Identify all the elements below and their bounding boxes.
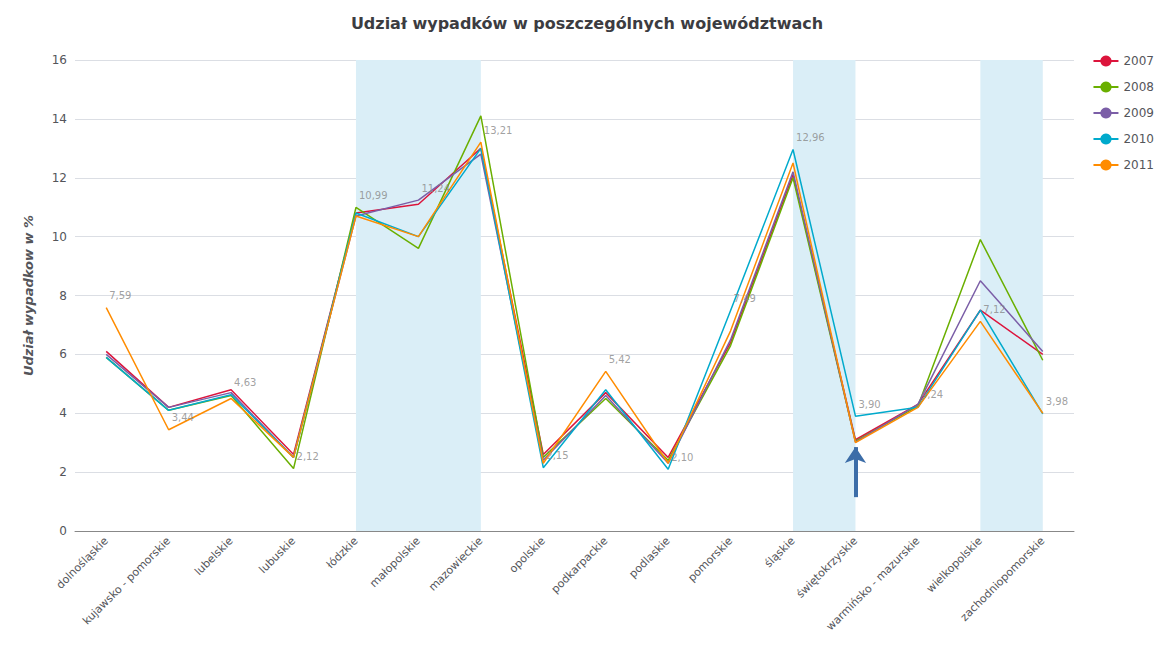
svg-text:2007: 2007 [1123,54,1154,68]
svg-text:11,24: 11,24 [421,183,450,194]
svg-text:lubelskie: lubelskie [192,534,236,578]
svg-text:12: 12 [52,171,67,185]
svg-text:kujawsko - pomorskie: kujawsko - pomorskie [80,534,173,627]
svg-text:4,24: 4,24 [921,389,943,400]
svg-text:małopolskie: małopolskie [367,534,423,590]
svg-text:Udział wypadkow w %: Udział wypadkow w % [21,215,36,376]
svg-text:10: 10 [52,230,67,244]
svg-text:wielkopolskie: wielkopolskie [924,534,985,595]
svg-text:lubuskie: lubuskie [257,534,299,576]
svg-text:2: 2 [59,465,67,479]
svg-text:2011: 2011 [1123,158,1154,172]
svg-text:2009: 2009 [1123,106,1154,120]
svg-text:pomorskie: pomorskie [685,534,735,584]
svg-text:4: 4 [59,406,67,420]
svg-text:3,98: 3,98 [1046,396,1068,407]
svg-text:3,44: 3,44 [172,412,194,423]
svg-text:5,42: 5,42 [609,354,631,365]
svg-text:3,90: 3,90 [858,399,880,410]
svg-text:dolnośląskie: dolnośląskie [54,534,111,591]
svg-text:2,15: 2,15 [546,450,568,461]
svg-text:13,21: 13,21 [484,125,513,136]
svg-text:6: 6 [59,347,67,361]
svg-text:zachodniopomorskie: zachodniopomorskie [958,534,1048,624]
svg-text:łódzkie: łódzkie [324,534,361,571]
svg-text:śląskie: śląskie [762,534,798,570]
svg-text:podkarpackie: podkarpackie [549,534,611,596]
svg-text:2,10: 2,10 [671,452,693,463]
svg-text:Udział wypadków w poszczególny: Udział wypadków w poszczególnych wojewód… [351,14,823,33]
svg-text:7,49: 7,49 [734,293,756,304]
svg-text:warmińsko - mazurskie: warmińsko - mazurskie [824,534,923,633]
svg-text:podlaskie: podlaskie [627,534,673,580]
svg-text:8: 8 [59,289,67,303]
svg-text:mazowieckie: mazowieckie [426,534,486,594]
svg-text:świętokrzyskie: świętokrzyskie [794,534,860,600]
svg-text:12,96: 12,96 [796,132,825,143]
svg-text:2010: 2010 [1123,132,1154,146]
svg-text:4,63: 4,63 [234,377,256,388]
svg-text:opolskie: opolskie [507,534,548,575]
svg-text:14: 14 [52,112,67,126]
svg-text:0: 0 [59,524,67,538]
svg-text:16: 16 [52,53,67,67]
svg-text:2,12: 2,12 [297,451,319,462]
svg-text:2008: 2008 [1123,80,1154,94]
svg-text:7,59: 7,59 [109,290,131,301]
svg-text:10,99: 10,99 [359,190,388,201]
svg-text:7,12: 7,12 [983,304,1005,315]
